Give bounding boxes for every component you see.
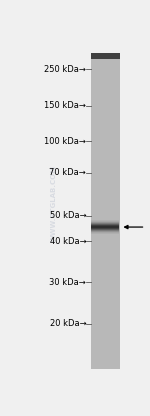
Bar — [91, 53, 120, 59]
Text: 100 kDa→: 100 kDa→ — [44, 137, 86, 146]
Text: 20 kDa→: 20 kDa→ — [50, 319, 86, 328]
Text: 150 kDa→: 150 kDa→ — [44, 102, 86, 111]
Text: 70 kDa→: 70 kDa→ — [50, 168, 86, 177]
Bar — [91, 53, 120, 369]
Text: WWW.PTGLAB.COM: WWW.PTGLAB.COM — [51, 165, 57, 242]
Text: 30 kDa→: 30 kDa→ — [50, 277, 86, 287]
Text: 40 kDa→: 40 kDa→ — [50, 237, 86, 246]
Text: 250 kDa→: 250 kDa→ — [44, 64, 86, 74]
Text: 50 kDa→: 50 kDa→ — [50, 211, 86, 220]
